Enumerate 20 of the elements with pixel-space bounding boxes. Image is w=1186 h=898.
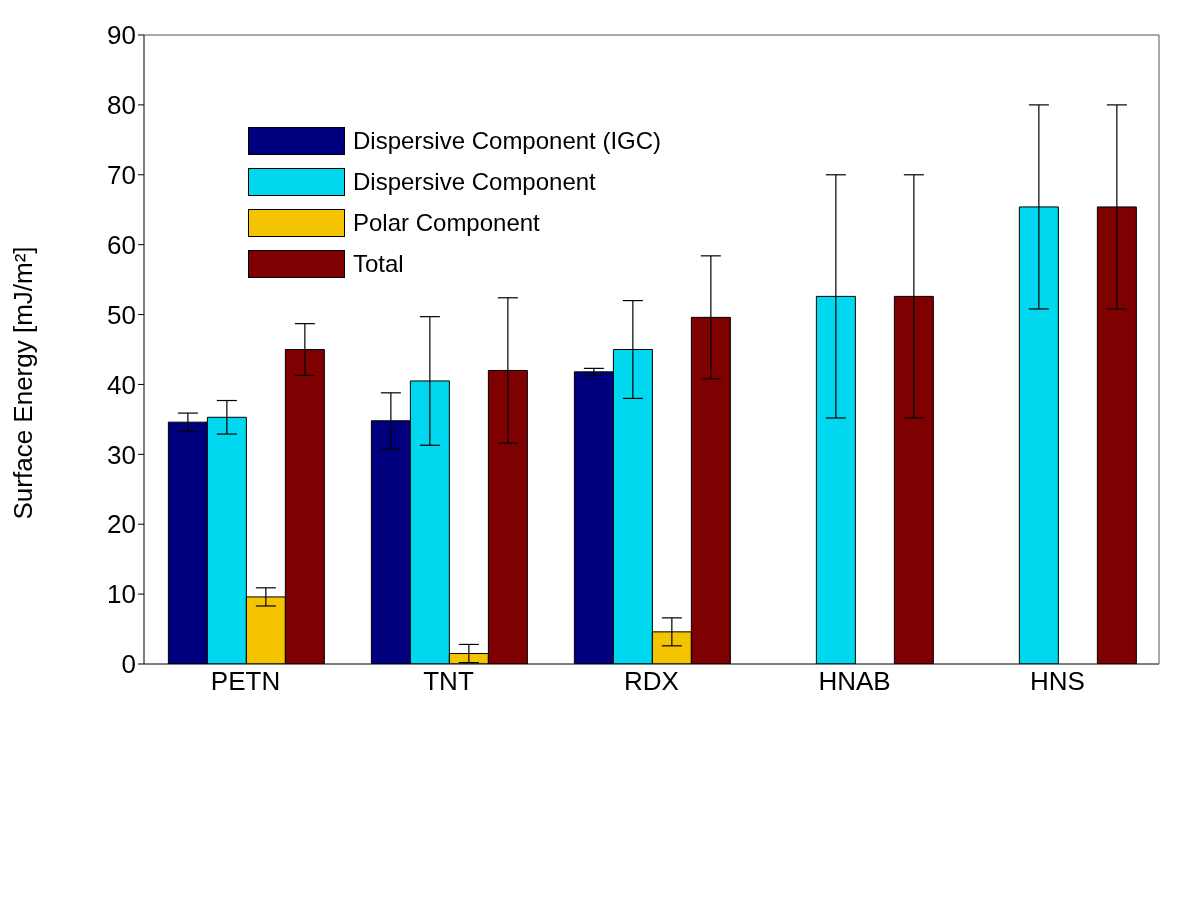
y-tick-label: 30 <box>107 439 136 470</box>
x-tick-label: TNT <box>423 666 474 697</box>
y-tick-label: 60 <box>107 229 136 260</box>
y-axis-title: Surface Energy [mJ/m²] <box>8 246 39 520</box>
y-tick-label: 40 <box>107 369 136 400</box>
y-tick-label: 20 <box>107 509 136 540</box>
x-tick-label: HNS <box>1030 666 1085 697</box>
legend-label: Total <box>353 249 404 278</box>
legend-label: Dispersive Component (IGC) <box>353 126 662 155</box>
legend-label: Polar Component <box>353 208 540 237</box>
x-tick-label: RDX <box>624 666 679 697</box>
y-tick-label: 10 <box>107 579 136 610</box>
x-tick-label: HNAB <box>818 666 891 697</box>
x-tick-label: PETN <box>210 666 281 697</box>
y-tick-label: 80 <box>107 90 136 121</box>
y-tick-label: 50 <box>107 299 136 330</box>
y-tick-label: 0 <box>121 649 136 680</box>
legend-label: Dispersive Component <box>353 167 596 196</box>
y-tick-label: 90 <box>107 20 136 51</box>
y-tick-label: 70 <box>107 160 136 191</box>
